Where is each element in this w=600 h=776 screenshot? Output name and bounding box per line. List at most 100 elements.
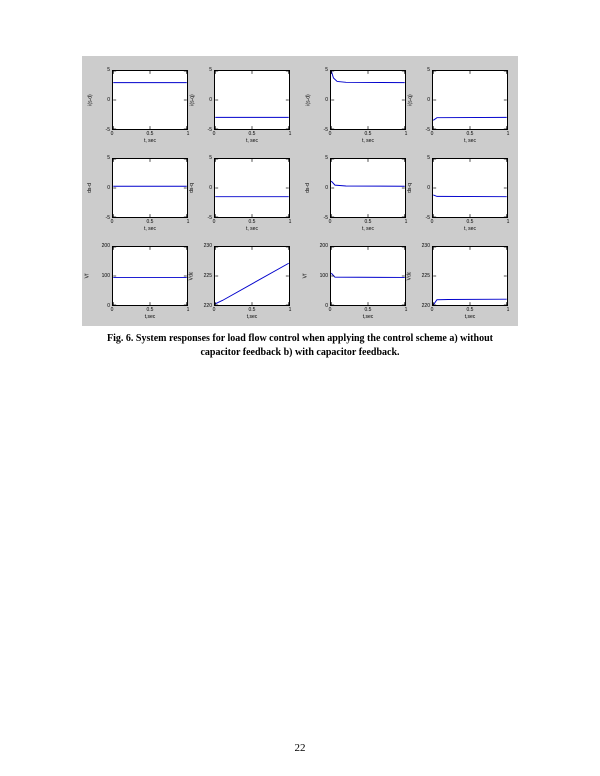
xlabel: t, sec — [455, 226, 485, 232]
plot-vdc — [432, 246, 508, 306]
xtick-label: 0.5 — [358, 131, 378, 137]
xtick-label: 0 — [422, 219, 442, 225]
xlabel: t,sec — [135, 314, 165, 320]
xtick-label: 0.5 — [242, 219, 262, 225]
xtick-label: 0 — [204, 131, 224, 137]
ytick-label: 200 — [94, 243, 110, 249]
xtick-label: 0.5 — [460, 219, 480, 225]
ylabel: ds-q — [189, 183, 195, 193]
plot-vdc — [214, 246, 290, 306]
xtick-label: 1 — [498, 307, 518, 313]
ylabel: Vf — [84, 274, 90, 279]
xtick-label: 0 — [204, 307, 224, 313]
xtick-label: 0.5 — [358, 307, 378, 313]
ytick-label: 100 — [312, 273, 328, 279]
plot-vf — [112, 246, 188, 306]
xtick-label: 1 — [280, 131, 300, 137]
xtick-label: 0 — [422, 131, 442, 137]
plot-dsq — [214, 158, 290, 218]
ylabel: i(s-q) — [190, 94, 196, 105]
xtick-label: 1 — [280, 307, 300, 313]
panel-group-a: -50500.51i(s-d)t, sec-50500.51i(s-q)t, s… — [82, 56, 300, 326]
xtick-label: 0.5 — [358, 219, 378, 225]
ylabel: ds-d — [305, 183, 311, 193]
figure-caption: Fig. 6. System responses for load flow c… — [82, 332, 518, 359]
xtick-label: 0.5 — [140, 219, 160, 225]
xtick-label: 0 — [320, 219, 340, 225]
ytick-label: 225 — [414, 273, 430, 279]
xtick-label: 1 — [396, 131, 416, 137]
plot-dsq — [432, 158, 508, 218]
xtick-label: 0 — [102, 307, 122, 313]
xtick-label: 1 — [178, 131, 198, 137]
xlabel: t,sec — [353, 314, 383, 320]
ytick-label: 230 — [196, 243, 212, 249]
xlabel: t, sec — [135, 226, 165, 232]
ytick-label: 0 — [414, 185, 430, 191]
xlabel: t,sec — [455, 314, 485, 320]
xlabel: t, sec — [135, 138, 165, 144]
xlabel: t,sec — [237, 314, 267, 320]
ylabel: Vf — [302, 274, 308, 279]
xtick-label: 1 — [280, 219, 300, 225]
plot-dsd — [330, 158, 406, 218]
xtick-label: 0 — [102, 131, 122, 137]
xlabel: t, sec — [353, 226, 383, 232]
ylabel: i(s-d) — [88, 94, 94, 105]
xtick-label: 0 — [320, 131, 340, 137]
caption-line-2: capacitor feedback b) with capacitor fee… — [200, 347, 399, 358]
xtick-label: 1 — [396, 307, 416, 313]
caption-line-1: Fig. 6. System responses for load flow c… — [107, 333, 493, 344]
xtick-label: 0 — [422, 307, 442, 313]
ytick-label: 5 — [196, 155, 212, 161]
xlabel: t, sec — [353, 138, 383, 144]
ytick-label: 100 — [94, 273, 110, 279]
ytick-label: 200 — [312, 243, 328, 249]
xtick-label: 0.5 — [460, 307, 480, 313]
ylabel: ds-d — [87, 183, 93, 193]
ytick-label: 0 — [196, 97, 212, 103]
figure-6: -50500.51i(s-d)t, sec-50500.51i(s-q)t, s… — [82, 56, 518, 359]
xlabel: t, sec — [237, 138, 267, 144]
ylabel: Vdc — [188, 272, 194, 281]
ytick-label: 0 — [94, 185, 110, 191]
ylabel: Vdc — [406, 272, 412, 281]
plot-isd — [112, 70, 188, 130]
xlabel: t, sec — [455, 138, 485, 144]
xtick-label: 0.5 — [242, 307, 262, 313]
ylabel: i(s-q) — [408, 94, 414, 105]
ytick-label: 5 — [312, 67, 328, 73]
xtick-label: 1 — [178, 307, 198, 313]
ylabel: i(s-d) — [306, 94, 312, 105]
xlabel: t, sec — [237, 226, 267, 232]
ytick-label: 5 — [196, 67, 212, 73]
ytick-label: 5 — [414, 155, 430, 161]
xtick-label: 0 — [320, 307, 340, 313]
xtick-label: 1 — [498, 131, 518, 137]
xtick-label: 0.5 — [140, 307, 160, 313]
plot-dsd — [112, 158, 188, 218]
ytick-label: 225 — [196, 273, 212, 279]
plot-isq — [214, 70, 290, 130]
page-number: 22 — [0, 742, 600, 754]
xtick-label: 0 — [102, 219, 122, 225]
ytick-label: 0 — [196, 185, 212, 191]
panels-row: -50500.51i(s-d)t, sec-50500.51i(s-q)t, s… — [82, 56, 518, 326]
plot-isq — [432, 70, 508, 130]
ytick-label: 5 — [94, 155, 110, 161]
ylabel: ds-q — [407, 183, 413, 193]
plot-vf — [330, 246, 406, 306]
ytick-label: 5 — [94, 67, 110, 73]
ytick-label: 5 — [312, 155, 328, 161]
plot-isd — [330, 70, 406, 130]
xtick-label: 0.5 — [242, 131, 262, 137]
ytick-label: 0 — [312, 185, 328, 191]
ytick-label: 0 — [414, 97, 430, 103]
ytick-label: 0 — [312, 97, 328, 103]
ytick-label: 0 — [94, 97, 110, 103]
xtick-label: 1 — [396, 219, 416, 225]
panel-group-b: -50500.51i(s-d)t, sec-50500.51i(s-q)t, s… — [300, 56, 518, 326]
xtick-label: 1 — [498, 219, 518, 225]
ytick-label: 5 — [414, 67, 430, 73]
xtick-label: 0.5 — [140, 131, 160, 137]
